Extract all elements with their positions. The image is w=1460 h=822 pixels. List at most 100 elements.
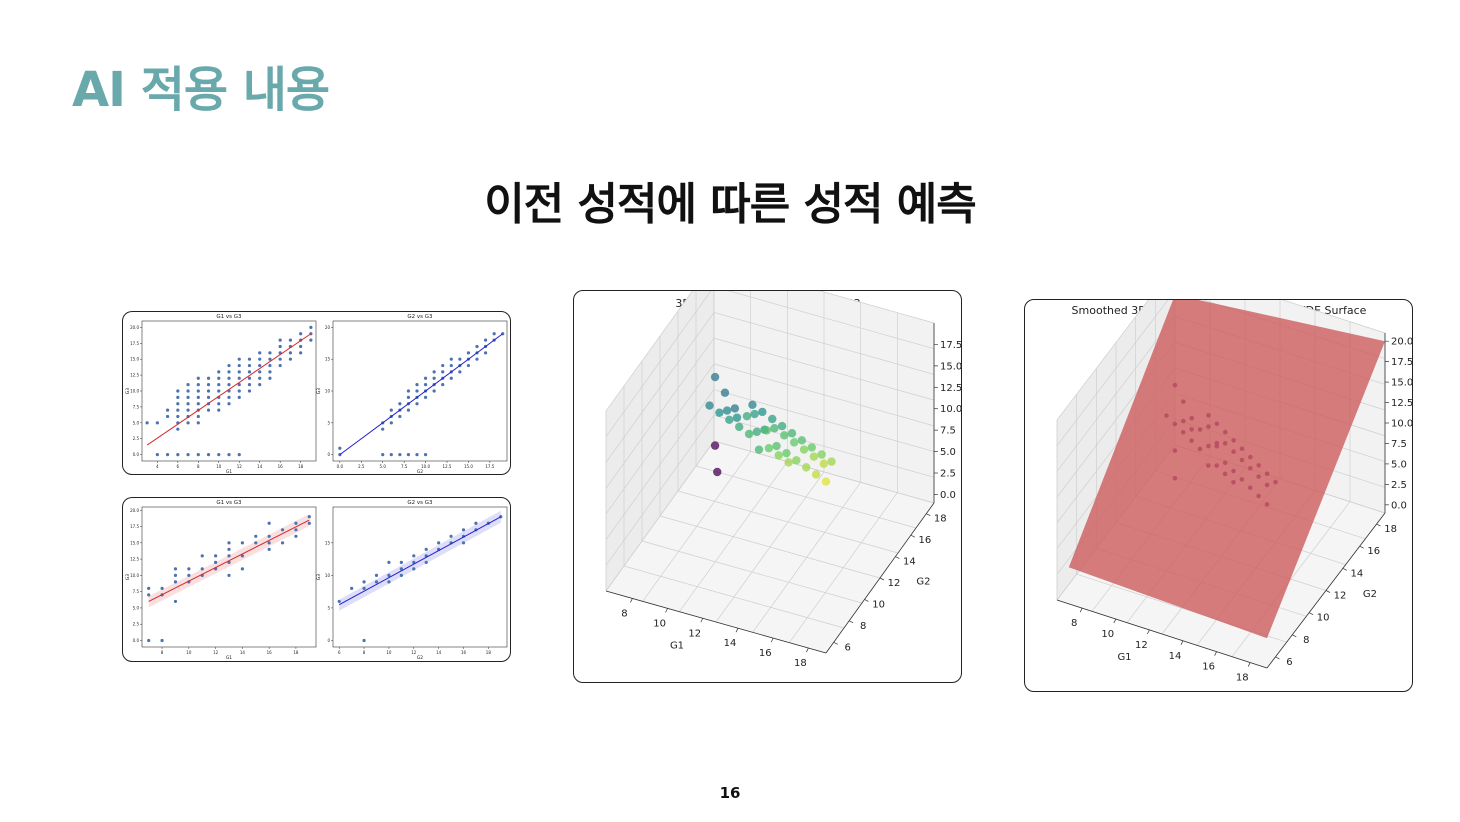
left-grid: [1056, 300, 1169, 446]
data-point: [809, 452, 819, 461]
data-point: [792, 456, 801, 465]
y-tick-label: 12: [1334, 591, 1347, 602]
x-tick-label: 10: [186, 650, 192, 655]
data-point: [247, 357, 252, 361]
data-point: [398, 402, 402, 406]
x-tick-label: 14: [240, 650, 246, 655]
data-point: [432, 389, 436, 393]
data-point: [217, 402, 221, 406]
y-tick-label: 6: [845, 642, 851, 653]
data-point: [267, 541, 271, 545]
data-point: [196, 453, 200, 457]
regression-line: [148, 519, 310, 602]
data-point: [258, 351, 262, 355]
z-tick-label: 10.0: [940, 404, 962, 415]
y-axis-label: G3: [125, 388, 131, 394]
y-tick-label: 17.5: [130, 341, 139, 346]
y-tick-label: 0.0: [133, 452, 140, 457]
z-tick-label: 0.0: [940, 490, 956, 501]
x-tick-label: 18: [293, 650, 299, 655]
data-point: [758, 407, 767, 417]
data-point: [165, 453, 170, 457]
y-tick: [1359, 545, 1364, 549]
regression-line: [338, 516, 502, 606]
data-point: [362, 638, 366, 643]
x-tick-label: 10: [653, 618, 666, 629]
x-tick-label: 18: [1236, 673, 1249, 684]
data-point: [424, 560, 428, 564]
y-tick-label: 20.0: [130, 508, 139, 513]
x-tick: [1180, 640, 1184, 645]
data-point: [720, 388, 730, 397]
data-point: [819, 459, 829, 468]
x-tick-label: 14: [257, 464, 263, 469]
y-tick-label: 6: [1286, 657, 1292, 668]
x-tick-label: 16: [278, 464, 284, 469]
data-point: [294, 534, 298, 538]
data-point: [389, 408, 393, 412]
x-tick: [735, 628, 739, 633]
y-tick-label: 0: [327, 638, 330, 643]
data-point: [412, 554, 416, 558]
data-point: [278, 357, 282, 361]
data-point: [399, 560, 403, 564]
data-point: [399, 567, 403, 571]
left-grid: [605, 440, 715, 592]
z-tick-label: 2.5: [1391, 480, 1407, 491]
y-tick-label: 12: [888, 578, 901, 589]
data-point: [186, 383, 190, 387]
z-tick-label: 7.5: [940, 426, 956, 437]
y-tick: [910, 534, 916, 538]
data-point: [742, 411, 752, 421]
back-grid: [1281, 300, 1386, 334]
data-point: [165, 414, 170, 419]
data-point: [732, 413, 742, 422]
x-tick-label: 17.5: [485, 464, 494, 469]
data-point: [267, 547, 271, 551]
data-point: [173, 567, 178, 571]
data-point: [176, 408, 180, 412]
y-axis-label: G2: [1363, 589, 1377, 600]
x-tick: [1247, 662, 1251, 667]
y-tick-label: 10.0: [130, 389, 139, 394]
data-point: [288, 338, 293, 342]
x-tick-label: 10: [386, 650, 392, 655]
y-tick-label: 10: [325, 389, 331, 394]
y-tick-label: 7.5: [133, 589, 140, 594]
data-point: [186, 402, 190, 406]
y-tick-label: 15.0: [130, 540, 139, 545]
data-point: [237, 363, 241, 368]
data-point: [730, 404, 740, 413]
x-tick-label: 14: [724, 638, 737, 649]
data-point: [827, 457, 836, 466]
data-point: [268, 351, 272, 355]
data-point: [227, 547, 231, 551]
x-tick-label: 8: [197, 464, 200, 469]
data-point: [423, 453, 428, 457]
x-tick-label: 16: [759, 648, 772, 659]
data-point: [387, 573, 391, 577]
data-point: [186, 389, 190, 393]
left-grid: [1056, 316, 1176, 472]
data-point: [160, 586, 164, 590]
x-tick-label: 8: [161, 650, 164, 655]
data-point: [227, 541, 231, 545]
data-point: [288, 357, 293, 361]
x-tick: [806, 647, 809, 653]
x-tick-label: 18: [794, 658, 807, 669]
y-tick-label: 2.5: [133, 622, 140, 627]
y-tick-label: 12.5: [130, 373, 139, 378]
data-point: [337, 599, 341, 604]
y-tick-label: 10: [325, 573, 331, 578]
data-point: [764, 444, 774, 453]
data-point: [155, 453, 159, 457]
data-point: [206, 383, 211, 387]
back-grid: [713, 414, 935, 478]
data-point: [268, 376, 272, 380]
x-tick-label: 12: [688, 628, 701, 639]
y-tick-label: 10: [1317, 613, 1330, 624]
x-tick-label: 2.5: [358, 464, 365, 469]
data-point: [307, 521, 311, 525]
data-point: [187, 567, 191, 571]
y-tick-label: 5: [327, 420, 330, 425]
